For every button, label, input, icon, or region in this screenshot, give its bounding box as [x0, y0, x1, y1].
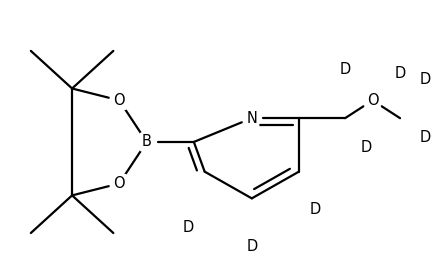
Text: B: B — [142, 134, 151, 149]
Text: O: O — [113, 176, 125, 191]
Text: N: N — [247, 111, 257, 126]
Text: O: O — [113, 93, 125, 108]
Text: O: O — [113, 93, 125, 108]
Text: B: B — [142, 134, 151, 149]
Text: D: D — [420, 130, 431, 145]
Text: O: O — [367, 93, 378, 108]
Text: D: D — [310, 202, 321, 217]
Text: N: N — [247, 111, 257, 126]
Text: O: O — [367, 93, 378, 108]
Text: D: D — [339, 62, 351, 77]
Text: D: D — [361, 140, 372, 155]
Text: D: D — [420, 72, 431, 87]
Text: D: D — [246, 239, 257, 254]
Text: D: D — [183, 219, 194, 235]
Text: D: D — [395, 66, 406, 81]
Text: O: O — [113, 176, 125, 191]
